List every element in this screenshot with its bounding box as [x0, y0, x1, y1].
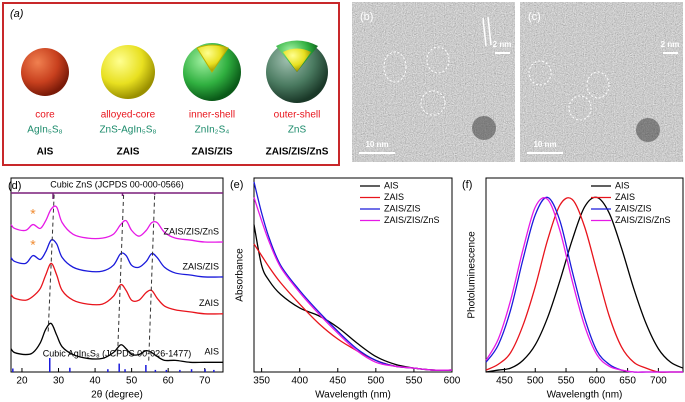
annotation: *	[30, 236, 36, 252]
reference-label: Cubic AgIn₅S₈ (JCPDS 00-026-1477)	[43, 348, 191, 358]
x-tick-label: 70	[199, 376, 211, 387]
x-tick-label: 350	[253, 376, 270, 387]
legend-label: ZAIS/ZIS	[615, 203, 652, 213]
series-line	[485, 197, 683, 373]
x-tick-label: 500	[368, 376, 385, 387]
x-tick-label: 650	[619, 376, 636, 387]
shell-role: alloyed-core	[101, 110, 156, 121]
sample-name: ZAIS/ZIS	[191, 147, 232, 158]
panel-label: (e)	[230, 179, 243, 191]
composition: AgIn₅S₈	[27, 125, 62, 136]
series-line	[253, 243, 453, 371]
peak-guide	[117, 192, 125, 353]
scale-label: 2 nm	[493, 40, 512, 49]
particle-outline	[528, 60, 552, 86]
particle-outline	[586, 71, 610, 99]
series-label: AIS	[204, 347, 219, 357]
sphere-cutaway	[283, 48, 311, 72]
legend-label: ZAIS/ZIS	[384, 203, 421, 213]
x-axis-label: Wavelength (nm)	[547, 390, 623, 401]
panel-label: (b)	[360, 11, 373, 23]
series-line	[10, 262, 224, 315]
x-tick-label: 550	[558, 376, 575, 387]
series-label: ZAIS/ZIS	[182, 261, 219, 271]
plot-frame	[485, 177, 684, 373]
lattice-marker	[487, 16, 492, 46]
scale-label: 10 nm	[533, 140, 556, 149]
sample-name: ZAIS	[117, 147, 140, 158]
x-tick-label: 450	[496, 376, 513, 387]
series-label: ZAIS/ZIS/ZnS	[163, 226, 219, 236]
x-axis-label: Wavelength (nm)	[315, 390, 391, 401]
legend-label: ZAIS	[615, 192, 635, 202]
x-tick-label: 500	[527, 376, 544, 387]
sample-name: ZAIS/ZIS/ZnS	[266, 147, 329, 158]
tem-image: 2 nm 10 nm (c)	[520, 1, 684, 163]
series-line	[10, 205, 224, 243]
x-tick-label: 600	[588, 376, 605, 387]
scale-label: 2 nm	[661, 40, 680, 49]
composition: ZnS	[288, 125, 307, 136]
sphere	[101, 45, 155, 99]
y-axis-label: Absorbance	[235, 248, 246, 302]
plot-frame	[10, 177, 224, 373]
lattice-marker	[482, 17, 487, 47]
peak-guide	[148, 192, 156, 361]
x-tick-label: 30	[53, 376, 65, 387]
sphere	[21, 48, 69, 96]
x-tick-label: 450	[329, 376, 346, 387]
x-tick-label: 600	[444, 376, 461, 387]
particle-outline	[426, 46, 450, 74]
plot-frame	[253, 177, 453, 373]
panel-label: (d)	[8, 180, 21, 192]
series-line	[485, 197, 683, 373]
y-axis-label: Photoluminescence	[467, 231, 478, 319]
scale-label: 10 nm	[365, 140, 388, 149]
series-line	[10, 239, 224, 278]
panel-a-labels: core AgIn₅S₈ AIS alloyed-core ZnS-AgIn₅S₈ ZAI…	[27, 110, 328, 158]
composition: ZnIn₂S₄	[195, 125, 230, 136]
x-tick-label: 700	[650, 376, 667, 387]
inset	[619, 1, 684, 63]
x-tick-label: 60	[163, 376, 175, 387]
x-axis-label: 2θ (degree)	[91, 390, 143, 401]
tem-image: 2 nm 10 nm (b)	[352, 1, 516, 163]
panel-label: (c)	[528, 11, 541, 23]
x-tick-label: 20	[16, 376, 28, 387]
legend-label: ZAIS/ZIS/ZnS	[615, 215, 671, 225]
series-line	[253, 197, 453, 371]
peak-guide	[47, 192, 55, 332]
particle	[472, 116, 496, 140]
series-label: ZAIS	[199, 298, 219, 308]
x-tick-label: 40	[90, 376, 102, 387]
particle-outline	[568, 95, 592, 121]
series-line	[253, 181, 453, 371]
particle-outline	[383, 51, 407, 83]
shell-role: core	[35, 110, 55, 121]
series-line	[10, 322, 223, 364]
panel-label: (a)	[10, 8, 24, 20]
particle-outline	[420, 90, 446, 116]
x-tick-label: 400	[291, 376, 308, 387]
panel-label: (f)	[462, 179, 472, 191]
legend-label: AIS	[615, 180, 630, 190]
shell-role: outer-shell	[274, 110, 321, 121]
sphere-cutaway	[196, 44, 229, 73]
legend-label: ZAIS	[384, 192, 404, 202]
composition: ZnS-AgIn₅S₈	[99, 125, 156, 136]
series-line	[485, 196, 684, 373]
x-tick-label: 550	[406, 376, 423, 387]
x-tick-label: 50	[126, 376, 138, 387]
annotation: *	[30, 205, 36, 221]
sample-name: AIS	[37, 147, 54, 158]
legend-label: ZAIS/ZIS/ZnS	[384, 215, 440, 225]
reference-label: Cubic ZnS (JCPDS 00-000-0566)	[50, 179, 184, 189]
particle	[636, 118, 660, 142]
shell-role: inner-shell	[189, 110, 235, 121]
legend-label: AIS	[384, 180, 399, 190]
